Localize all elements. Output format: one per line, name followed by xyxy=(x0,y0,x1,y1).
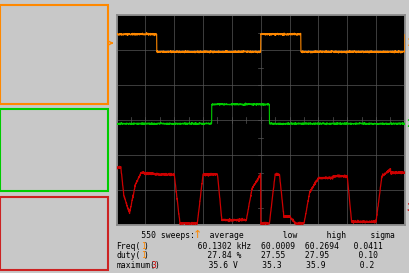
Text: 3: 3 xyxy=(407,203,409,213)
Text: 2 μs: 2 μs xyxy=(10,120,34,130)
Text: duty(: duty( xyxy=(117,251,141,260)
Text: )          35.6 V     35.3     35.9       0.2: ) 35.6 V 35.3 35.9 0.2 xyxy=(155,261,374,270)
Text: 1: 1 xyxy=(6,12,15,25)
Text: Gate A: Gate A xyxy=(18,44,54,54)
Text: 3: 3 xyxy=(151,261,156,270)
Text: 1: 1 xyxy=(141,242,146,251)
Text: Freq(: Freq( xyxy=(117,242,141,251)
Text: 2 μs: 2 μs xyxy=(10,207,34,218)
Text: maximum(: maximum( xyxy=(117,261,155,270)
Text: 1: 1 xyxy=(407,38,409,48)
Text: 2 μs: 2 μs xyxy=(10,22,34,32)
Text: 550 sweeps:   average        low      high     sigma: 550 sweeps: average low high sigma xyxy=(117,231,394,240)
Text: Drain A: Drain A xyxy=(18,229,57,239)
Text: 10.0 V: 10.0 V xyxy=(10,33,45,43)
Text: )            27.84 %    27.55    27.95      0.10: ) 27.84 % 27.55 27.95 0.10 xyxy=(144,251,378,260)
Text: 10.0 V: 10.0 V xyxy=(10,218,45,229)
Text: 3: 3 xyxy=(6,198,15,211)
Text: Gate B: Gate B xyxy=(18,142,54,152)
Text: )          60.1302 kHz  60.0009  60.2694   0.0411: ) 60.1302 kHz 60.0009 60.2694 0.0411 xyxy=(144,242,383,251)
Text: ↑: ↑ xyxy=(193,230,202,241)
Text: 10.0 V: 10.0 V xyxy=(10,131,45,141)
Text: 2: 2 xyxy=(407,119,409,129)
Text: 1: 1 xyxy=(141,251,146,260)
Text: 2: 2 xyxy=(6,111,15,124)
